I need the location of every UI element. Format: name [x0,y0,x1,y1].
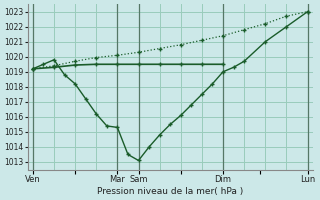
X-axis label: Pression niveau de la mer( hPa ): Pression niveau de la mer( hPa ) [97,187,243,196]
